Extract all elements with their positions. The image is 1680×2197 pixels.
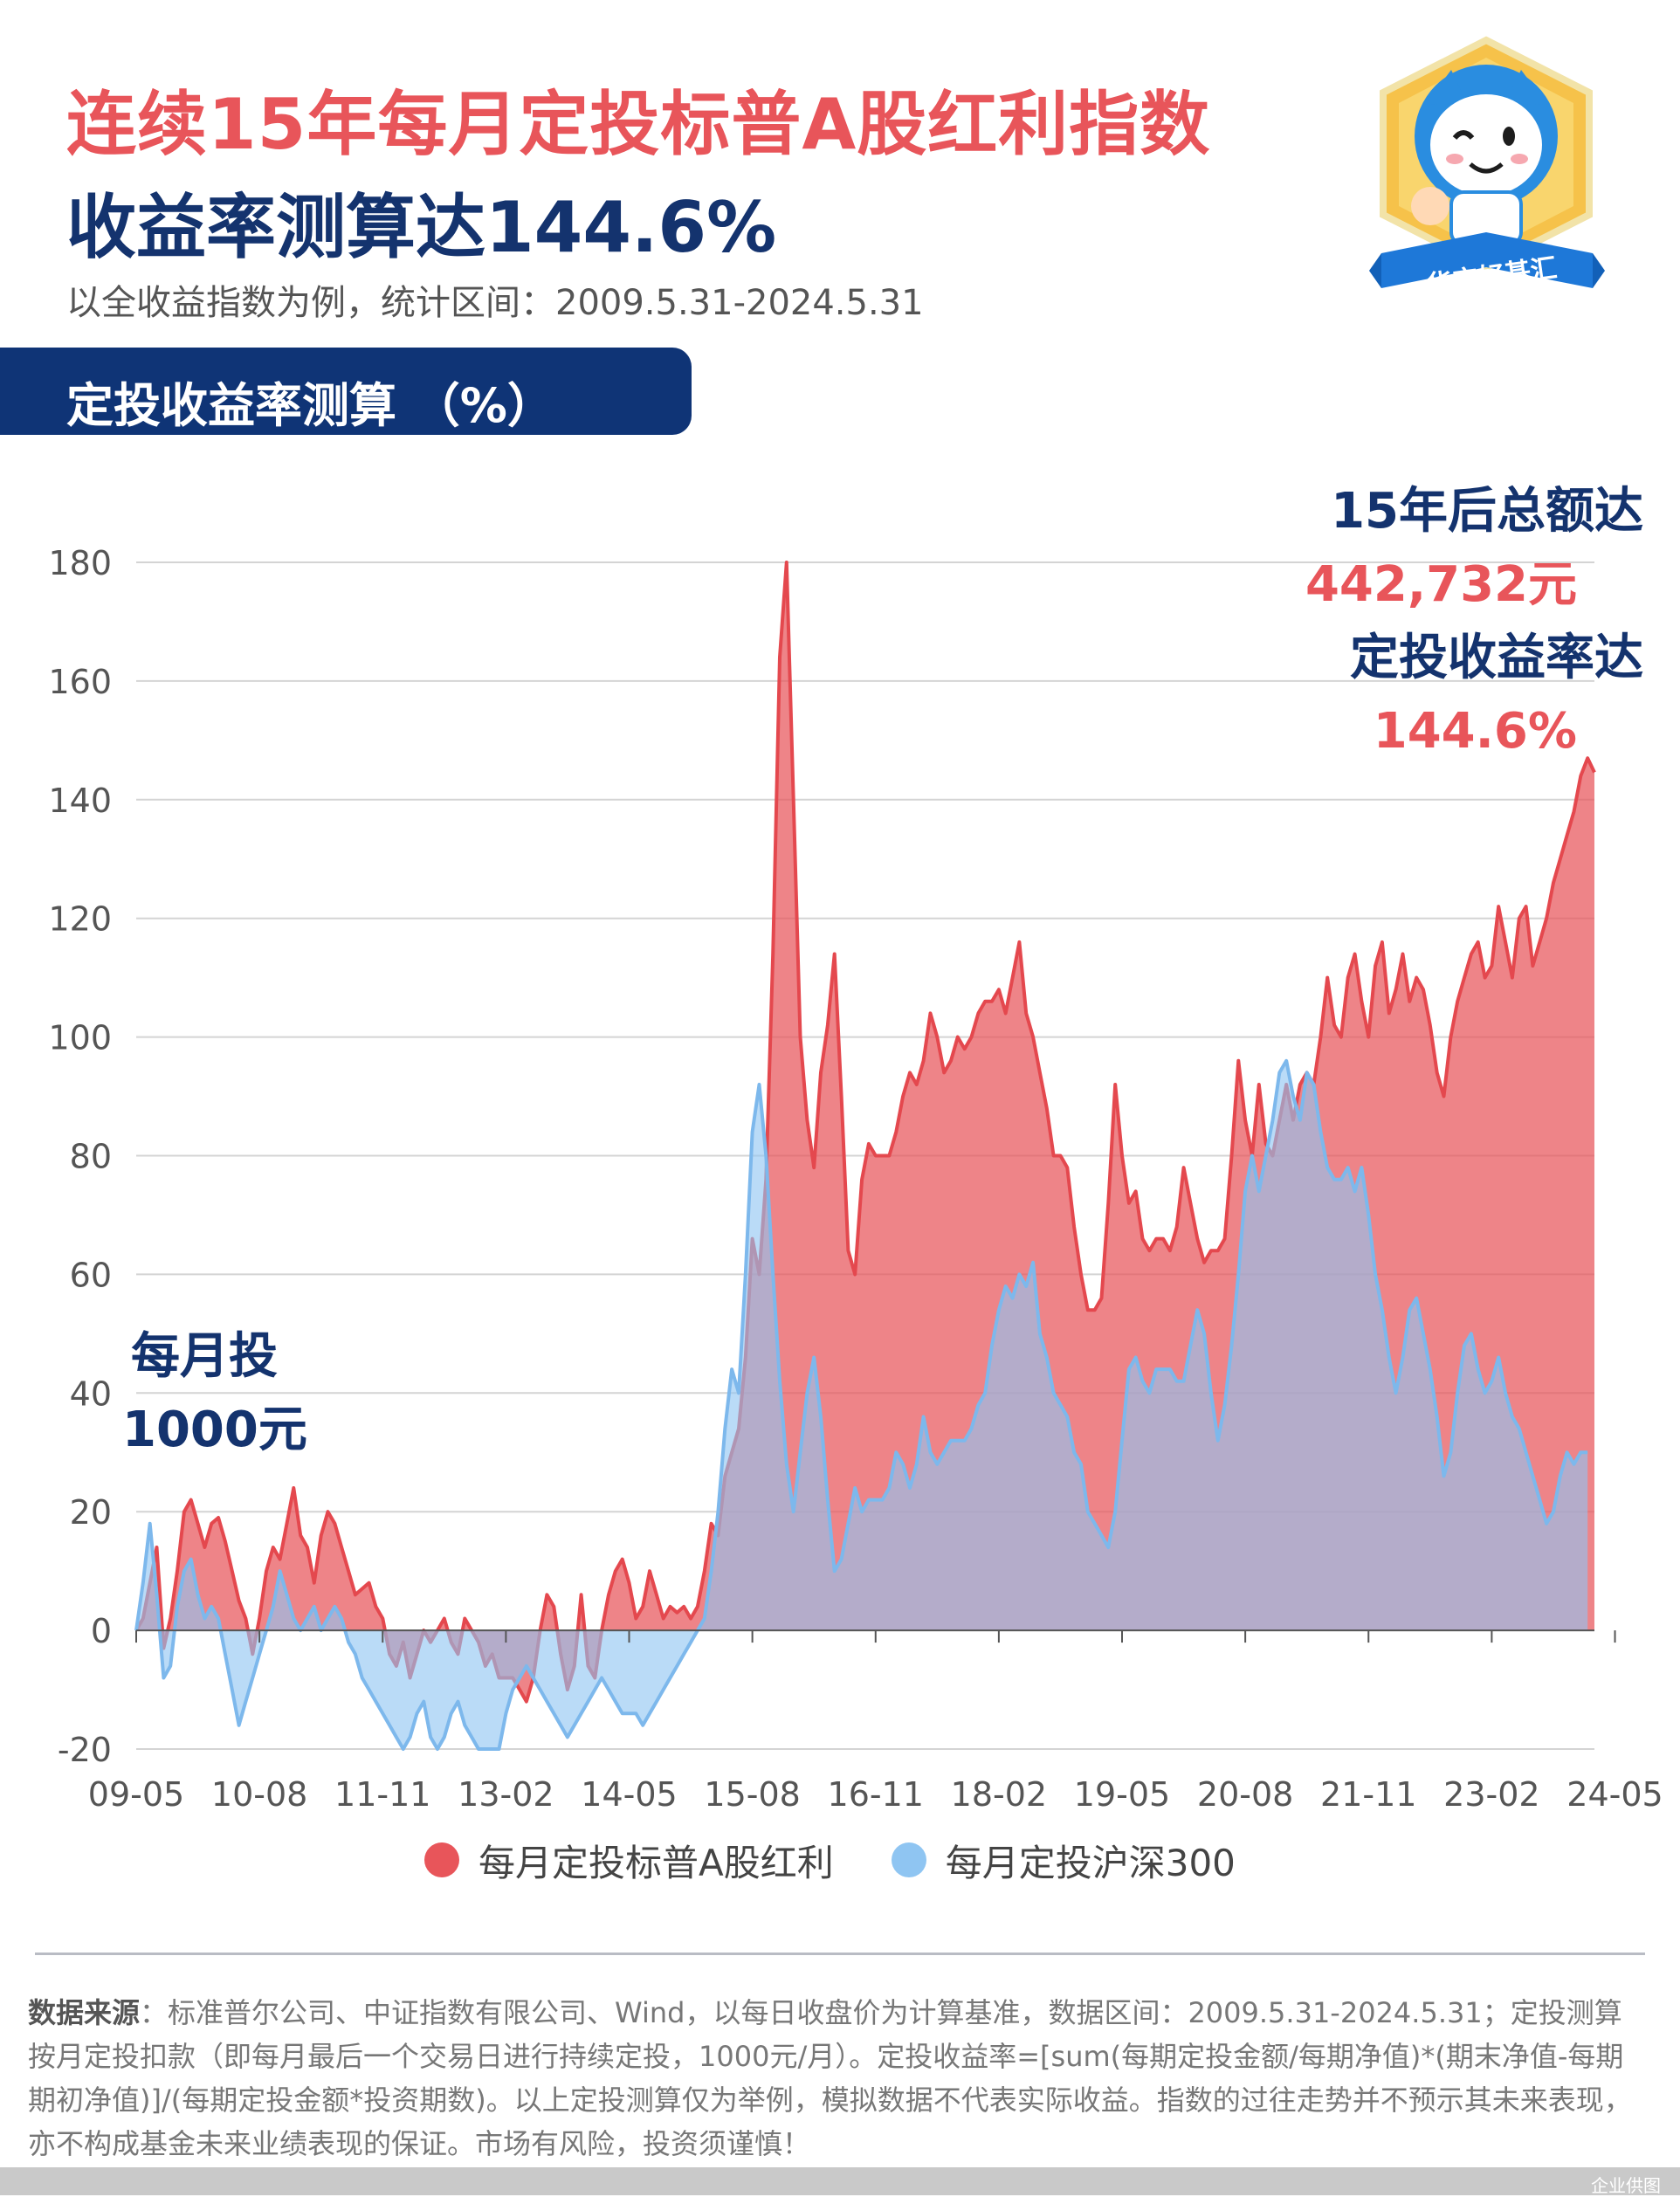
total-amount-label: 15年后总额达 xyxy=(1331,483,1643,540)
page-title-line1: 连续15年每月定投标普A股红利指数 xyxy=(66,84,1211,165)
y-tick-label: 160 xyxy=(48,663,112,701)
y-tick-label: 80 xyxy=(70,1138,112,1176)
x-tick-label: 16-11 xyxy=(828,1775,924,1814)
y-tick-label: 140 xyxy=(48,782,112,820)
x-tick-label: 10-08 xyxy=(211,1775,307,1814)
total-amount-value: 442,732元 xyxy=(1305,556,1577,613)
page-subtitle: 以全收益指数为例，统计区间：2009.5.31-2024.5.31 xyxy=(66,283,924,323)
return-rate-label: 定投收益率达 xyxy=(1350,630,1643,686)
y-tick-label: 120 xyxy=(48,900,112,939)
legend-dot-dividend xyxy=(424,1842,459,1877)
y-tick-label: -20 xyxy=(58,1731,112,1769)
monthly-amount-callout: 每月投 1000元 xyxy=(122,1320,332,1467)
series-area-csi300 xyxy=(136,1060,1588,1749)
footer-divider xyxy=(35,1953,1645,1955)
legend-dot-csi300 xyxy=(891,1842,926,1877)
x-tick-label: 19-05 xyxy=(1074,1775,1170,1814)
x-tick-label: 09-05 xyxy=(88,1775,184,1814)
y-tick-label: 180 xyxy=(48,544,112,582)
footnote-label: 数据来源 xyxy=(28,1996,141,2029)
return-rate-value: 144.6% xyxy=(1373,703,1577,760)
series-line-dividend xyxy=(134,561,1596,1704)
final-result-callout: 15年后总额达 442,732元 定投收益率达 144.6% xyxy=(1154,475,1643,768)
chart-legend: 每月定投标普A股红利 每月定投沪深300 xyxy=(424,1835,1293,1884)
series-line-csi300 xyxy=(134,1058,1588,1751)
section-header-bar: 定投收益率测算 （%） xyxy=(0,348,692,435)
footer-mark: 企业供图 xyxy=(1591,2175,1661,2196)
page-title-line2: 收益率测算达144.6% xyxy=(66,187,777,268)
data-source-footnote: 数据来源：标准普尔公司、中证指数有限公司、Wind，以每日收盘价为计算基准，数据… xyxy=(28,1991,1649,2166)
mascot-logo: 华宝好基汇 xyxy=(1364,35,1608,314)
footnote-text: ：标准普尔公司、中证指数有限公司、Wind，以每日收盘价为计算基准，数据区间：2… xyxy=(28,1996,1632,2160)
y-tick-label: 20 xyxy=(70,1493,112,1532)
y-tick-label: 60 xyxy=(70,1256,112,1294)
chart-areas xyxy=(134,561,1596,1751)
monthly-amount-value: 1000元 xyxy=(122,1402,307,1458)
x-tick-label: 15-08 xyxy=(704,1775,800,1814)
y-tick-label: 100 xyxy=(48,1019,112,1057)
legend-label-csi300: 每月定投沪深300 xyxy=(945,1841,1236,1884)
x-tick-label: 21-11 xyxy=(1320,1775,1416,1814)
x-tick-label: 14-05 xyxy=(581,1775,677,1814)
x-tick-label: 11-11 xyxy=(334,1775,430,1814)
monthly-amount-label: 每月投 xyxy=(131,1328,278,1385)
x-tick-label: 13-02 xyxy=(458,1775,554,1814)
return-area-chart: 180 160 140 120 100 80 60 40 20 0 -20 09-05 10-08 11-… xyxy=(48,544,1663,1814)
mascot-icon xyxy=(1369,36,1605,288)
x-tick-label: 18-02 xyxy=(951,1775,1047,1814)
x-tick-label: 20-08 xyxy=(1197,1775,1293,1814)
x-tick-label: 23-02 xyxy=(1443,1775,1539,1814)
legend-label-dividend: 每月定投标普A股红利 xyxy=(479,1841,834,1884)
chart-axes: 180 160 140 120 100 80 60 40 20 0 -20 09-05 10-08 11-… xyxy=(48,544,1663,1814)
footer-strip: 企业供图 xyxy=(0,2167,1680,2196)
y-tick-label: 0 xyxy=(91,1612,112,1650)
y-tick-label: 40 xyxy=(70,1374,112,1413)
section-title: 定投收益率测算 （%） xyxy=(66,378,554,433)
x-tick-label: 24-05 xyxy=(1566,1775,1663,1814)
